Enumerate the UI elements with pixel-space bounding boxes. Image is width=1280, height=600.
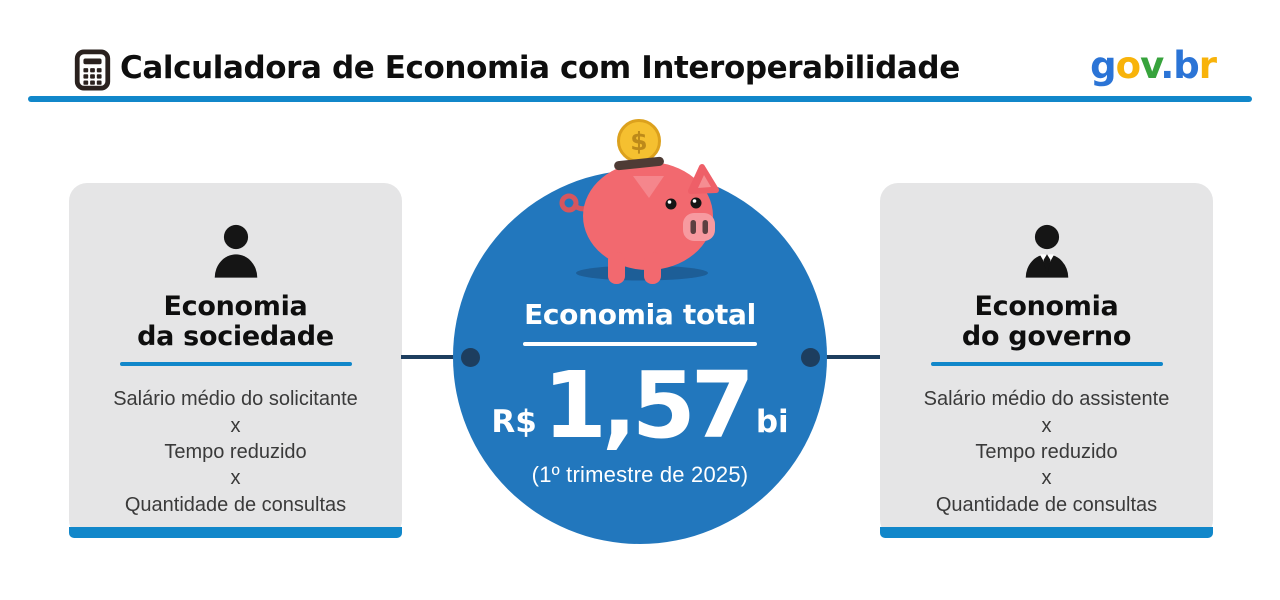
- logo-letter-b: b: [1173, 44, 1199, 87]
- formula-line: Quantidade de consultas: [935, 493, 1158, 516]
- card-title-line2: da sociedade: [137, 320, 334, 352]
- calculator-icon: [74, 49, 111, 91]
- pig-snout: [683, 213, 715, 241]
- business-person-icon: [1025, 224, 1068, 278]
- multiply-sign: x: [1041, 414, 1052, 437]
- card-title-line2: do governo: [961, 320, 1132, 352]
- title-underline: [930, 362, 1163, 367]
- logo-letter-v: v: [1140, 44, 1161, 87]
- multiply-sign: x: [230, 467, 241, 490]
- govbr-logo: gov.br: [1090, 44, 1217, 87]
- multiply-sign: x: [230, 414, 241, 437]
- card-economia-sociedade: Economia da sociedade Salário médio do so…: [69, 183, 402, 538]
- card-title: Economia do governo: [880, 292, 1213, 351]
- header-divider: [28, 96, 1252, 102]
- connector-line-right: [812, 355, 880, 359]
- page-title: Calculadora de Economia com Interoperabi…: [120, 50, 960, 86]
- card-title: Economia da sociedade: [69, 292, 402, 351]
- formula-list: Salário médio do assistente x Tempo redu…: [880, 386, 1213, 517]
- card-accent-bar: [880, 527, 1213, 538]
- circle-title: Economia total: [524, 298, 756, 331]
- logo-dot: .: [1160, 44, 1174, 87]
- card-accent-bar: [69, 527, 402, 538]
- formula-line: Quantidade de consultas: [124, 493, 347, 516]
- formula-list: Salário médio do solicitante x Tempo red…: [69, 386, 402, 517]
- period-label: (1º trimestre de 2025): [531, 462, 749, 487]
- logo-letter-r: r: [1198, 44, 1217, 87]
- pig-eye-left: [665, 198, 677, 210]
- piggy-bank-icon: $: [559, 119, 719, 284]
- pig-body: [583, 162, 713, 270]
- connector-dot-right: [801, 348, 820, 367]
- savings-amount: R$ 1,57 bi: [453, 360, 827, 452]
- circle-title-underline: [523, 342, 757, 346]
- formula-line: Salário médio do assistente: [923, 388, 1170, 411]
- coin-dollar-symbol: $: [630, 127, 647, 156]
- card-title-line1: Economia: [163, 291, 308, 322]
- logo-letter-g: g: [1090, 44, 1116, 87]
- logo-letter-o: o: [1115, 44, 1141, 87]
- amount-value: 1,57: [542, 352, 755, 459]
- formula-line: Salário médio do solicitante: [113, 388, 358, 411]
- card-economia-governo: Economia do governo Salário médio do assi…: [880, 183, 1213, 538]
- unit-label: bi: [755, 404, 789, 440]
- pig-eye-right: [690, 197, 702, 209]
- connector-line-left: [401, 355, 463, 359]
- formula-line: Tempo reduzido: [975, 440, 1118, 463]
- connector-dot-left: [461, 348, 480, 367]
- coin-slot: [614, 156, 664, 171]
- person-icon: [214, 224, 257, 278]
- title-underline: [119, 362, 352, 367]
- currency-label: R$: [491, 404, 537, 440]
- pig-tail-icon: [559, 193, 579, 213]
- formula-line: Tempo reduzido: [164, 440, 307, 463]
- multiply-sign: x: [1041, 467, 1052, 490]
- card-title-line1: Economia: [974, 291, 1119, 322]
